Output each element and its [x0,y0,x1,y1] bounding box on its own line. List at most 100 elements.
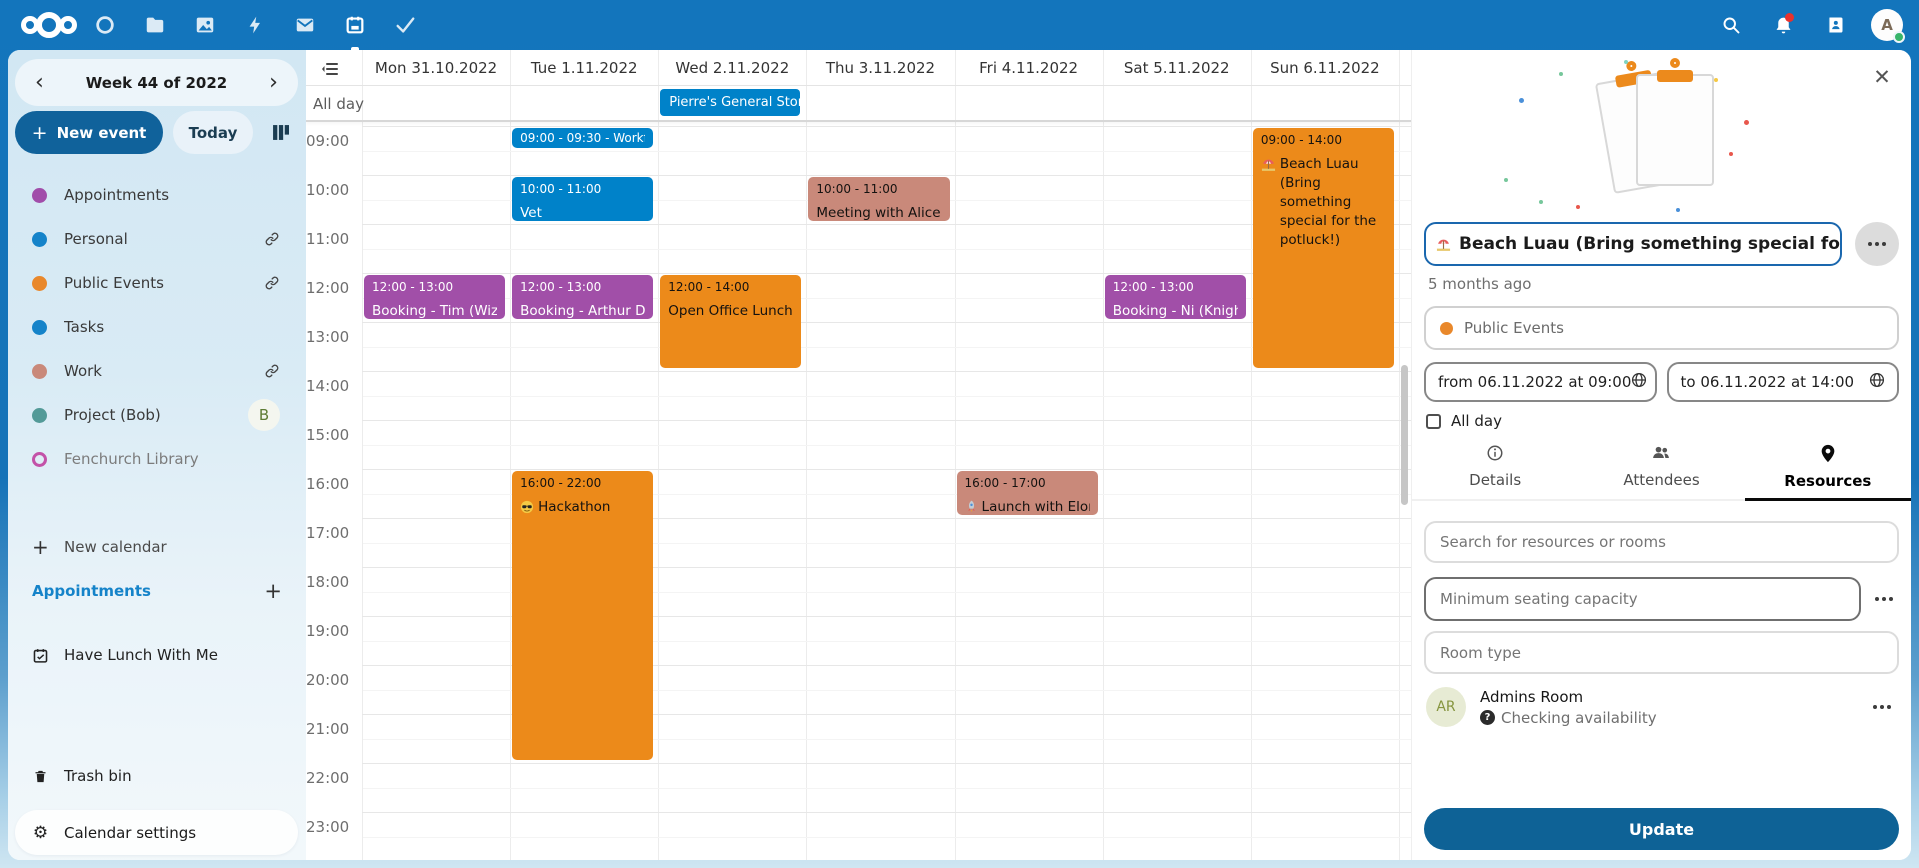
sidebar-calendar-personal[interactable]: Personal [8,217,306,261]
all-day-row: All day Pierre's General Stor… [306,86,1411,122]
calendar-event[interactable]: 12:00 - 13:00 Booking - Tim (Wizard) [364,275,506,319]
info-icon [1486,444,1504,466]
calendar-picker[interactable]: Public Events [1424,306,1899,350]
shared-link-icon[interactable] [264,231,280,247]
calendar-event[interactable]: 16:00 - 17:00 Launch with Elon [956,471,1098,515]
seating-options-button[interactable] [1875,597,1893,601]
tab-resources[interactable]: Resources [1744,438,1911,501]
shared-link-icon[interactable] [264,363,280,379]
hour-line [362,322,1411,323]
resource-name: Admins Room [1480,687,1584,706]
notifications-bell-icon[interactable] [1759,0,1807,50]
start-datetime-field[interactable]: from 06.11.2022 at 09:00 [1424,362,1657,402]
resource-list-item[interactable]: AR Admins Room ? Checking availability [1424,687,1899,727]
resource-actions-button[interactable] [1873,705,1891,709]
room-type-select[interactable]: Room type [1424,631,1899,674]
hour-label: 13:00 [306,328,350,346]
calendar-event[interactable]: 12:00 - 13:00 Booking - Arthur Dent [512,275,654,319]
gear-icon: ⚙ [32,822,49,843]
calendar-sidebar: ‹ Week 44 of 2022 › + New event Today Ap… [8,50,306,860]
calendar-color-dot[interactable] [32,451,47,467]
calendar-color-dot[interactable] [32,231,47,247]
files-app-icon[interactable] [130,0,180,50]
event-time-label: 09:00 - 14:00 [1260,133,1342,147]
appointment-config-item[interactable]: Have Lunch With Me [8,633,306,677]
tab-label: Details [1469,471,1522,489]
calendar-app-icon[interactable] [330,0,380,50]
event-title-input[interactable]: Beach Luau (Bring something special for [1424,222,1842,266]
tab-attendees[interactable]: Attendees [1578,438,1744,499]
hour-label: 22:00 [306,769,350,787]
calendar-event[interactable]: 09:00 - 14:00 Beach Luau (Bring something… [1252,128,1394,368]
calendar-event[interactable]: 09:00 - 09:30 - Workflow [512,128,654,148]
half-hour-line [363,591,1411,593]
timezone-globe-icon[interactable] [1869,372,1885,392]
week-title[interactable]: Week 44 of 2022 [85,73,228,92]
clipboards-illustration [1424,58,1899,212]
calendar-color-dot[interactable] [32,275,47,291]
sidebar-calendar-appointments[interactable]: Appointments [8,173,306,217]
tab-details[interactable]: Details [1412,438,1578,499]
calendar-event[interactable]: 10:00 - 11:00 Meeting with Alice [808,177,950,221]
sidebar-calendar-public-events[interactable]: Public Events [8,261,306,305]
view-grid-button[interactable] [263,111,297,154]
update-button[interactable]: Update [1424,808,1899,850]
event-actions-button[interactable] [1855,222,1899,266]
new-event-button[interactable]: + New event [15,111,163,154]
sunglasses-emoji-icon [520,500,534,520]
day-header: Wed 2.11.2022 [675,59,790,77]
calendar-event[interactable]: 16:00 - 22:00 Hackathon [512,471,654,760]
calendar-color-dot[interactable] [32,319,47,335]
grid-scrollbar[interactable] [1401,365,1408,505]
seating-capacity-input[interactable]: Minimum seating capacity [1424,577,1861,621]
calendar-color-dot[interactable] [32,187,47,203]
timezone-globe-icon[interactable] [1631,372,1647,392]
half-hour-line [363,297,1411,299]
calendar-settings-button[interactable]: ⚙ Calendar settings [15,810,298,855]
calendar-color-dot[interactable] [32,363,47,379]
end-datetime-field[interactable]: to 06.11.2022 at 14:00 [1666,362,1899,402]
mail-app-icon[interactable] [280,0,330,50]
circle-app-icon[interactable] [80,0,130,50]
calendar-event[interactable]: 12:00 - 13:00 Booking - Ni (Knights [1104,275,1246,319]
previous-week-button[interactable]: ‹ [35,69,44,95]
search-icon[interactable] [1707,0,1755,50]
view-menu-icon[interactable] [322,61,340,80]
day-header-row: Mon 31.10.2022 Tue 1.11.2022 Wed 2.11.2022… [306,50,1411,86]
sidebar-calendar-fenchurch-library[interactable]: Fenchurch Library [8,437,306,481]
half-hour-line [363,346,1411,348]
close-icon[interactable]: ✕ [1873,65,1891,89]
column-separator [954,50,956,860]
calendar-color-dot[interactable] [32,407,47,423]
tasks-app-icon[interactable] [380,0,430,50]
add-appointment-config-button[interactable]: + [264,579,282,603]
hour-label: 23:00 [306,818,350,836]
contacts-menu-icon[interactable] [1811,0,1859,50]
user-avatar[interactable]: A [1863,0,1911,50]
question-mark-icon: ? [1480,710,1495,725]
all-day-checkbox[interactable]: All day [1426,412,1897,430]
hour-label: 18:00 [306,573,350,591]
nextcloud-logo[interactable] [18,9,80,41]
resource-search-input[interactable]: Search for resources or rooms [1424,521,1899,563]
today-button[interactable]: Today [173,111,253,154]
next-week-button[interactable]: › [269,69,278,95]
resource-avatar: AR [1426,687,1466,727]
day-header: Sat 5.11.2022 [1123,59,1230,77]
sidebar-calendar-work[interactable]: Work [8,349,306,393]
week-navigation: ‹ Week 44 of 2022 › [15,59,298,106]
all-day-event[interactable]: Pierre's General Stor… [660,89,801,116]
time-grid: 09:00 10:00 11:00 12:00 13:00 14:00 15:00 16:00… [306,122,1411,860]
new-calendar-button[interactable]: + New calendar [32,535,167,559]
hour-line [362,371,1411,372]
trash-bin-item[interactable]: Trash bin [8,754,306,798]
activity-app-icon[interactable] [230,0,280,50]
photos-app-icon[interactable] [180,0,230,50]
sidebar-calendar-project-bob-[interactable]: Project (Bob) B [8,393,306,437]
checkbox[interactable] [1426,413,1441,429]
shared-link-icon[interactable] [264,275,280,291]
calendar-event[interactable]: 12:00 - 14:00 Open Office Lunch [660,275,802,368]
calendar-event[interactable]: 10:00 - 11:00 Vet [512,177,654,221]
sidebar-calendar-tasks[interactable]: Tasks [8,305,306,349]
half-hour-line [363,689,1411,691]
